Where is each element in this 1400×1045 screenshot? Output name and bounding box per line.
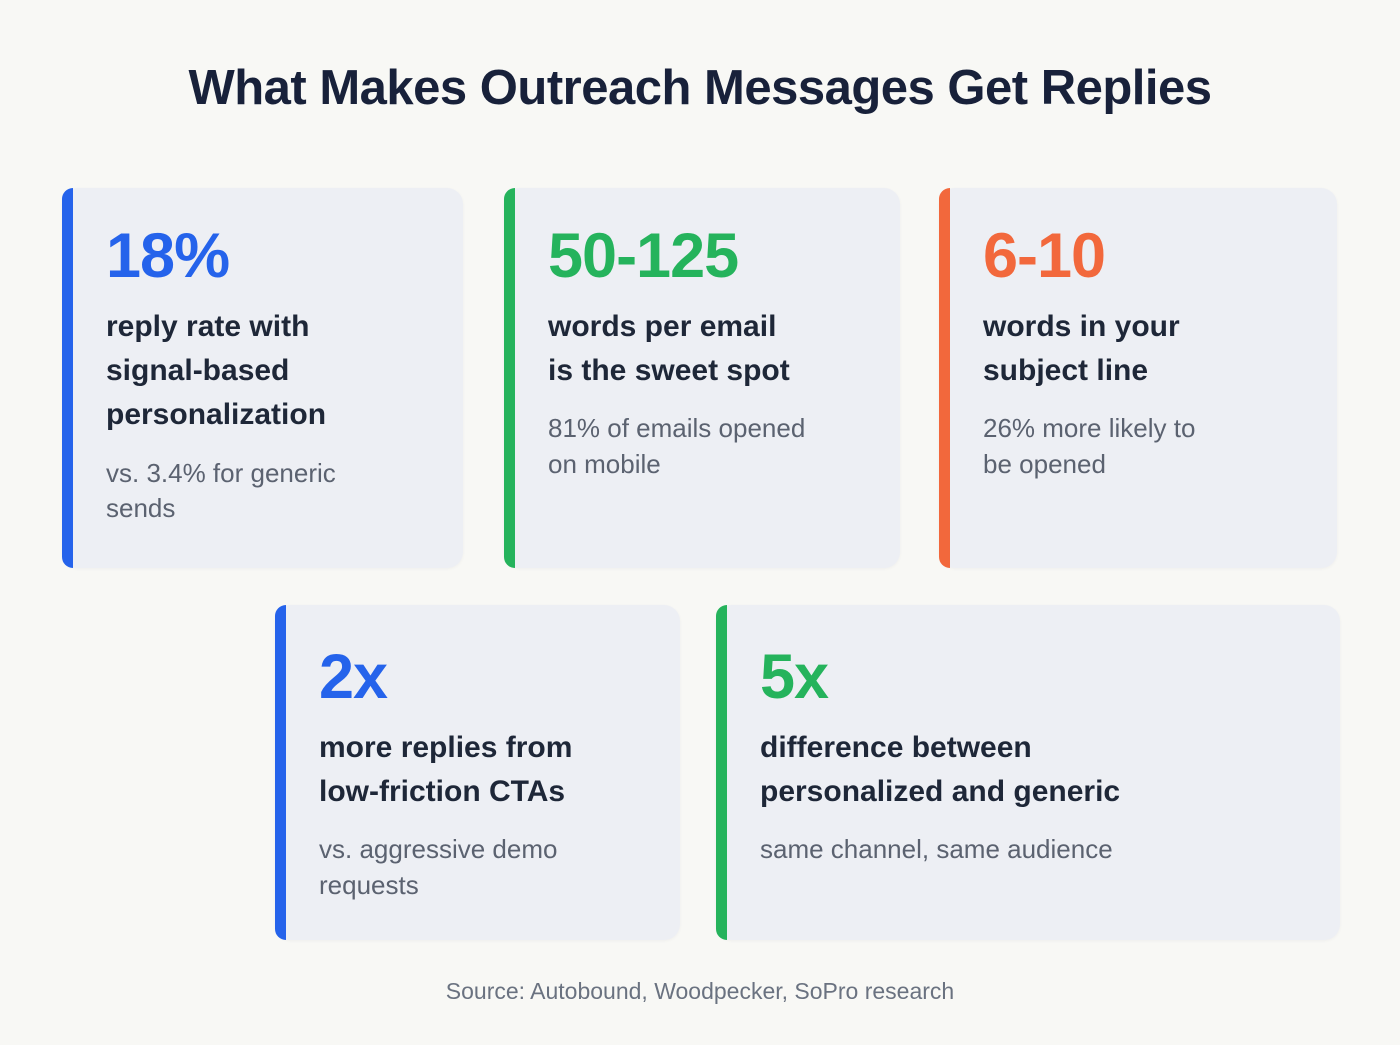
stat-card-reply-rate: 18% reply rate with signal-based persona…: [62, 188, 463, 568]
stat-value: 6-10: [983, 221, 1106, 291]
stat-subtext: vs. aggressive demo requests: [319, 834, 558, 900]
stat-subtext: vs. 3.4% for generic sends: [106, 457, 336, 523]
stat-card-email-length: 50-125 words per email is the sweet spot…: [504, 188, 900, 568]
stat-value: 5x: [760, 642, 829, 712]
stat-value: 50-125: [548, 221, 739, 291]
stat-label: words in your subject line: [983, 310, 1180, 388]
stat-value: 2x: [319, 642, 388, 712]
stat-card-body: 18% reply rate with signal-based persona…: [62, 188, 463, 556]
stat-label: words per email is the sweet spot: [548, 310, 790, 388]
card-accent-bar: [504, 188, 515, 568]
card-accent-bar: [716, 605, 727, 940]
stat-card-personalized-vs-generic: 5x difference between personalized and g…: [716, 605, 1340, 940]
stat-value: 18%: [106, 221, 230, 291]
stat-card-body: 50-125 words per email is the sweet spot…: [504, 188, 900, 512]
stat-card-body: 5x difference between personalized and g…: [716, 605, 1340, 898]
stat-subtext: same channel, same audience: [760, 834, 1113, 865]
stat-card-body: 2x more replies from low-friction CTAs v…: [275, 605, 680, 933]
stat-card-body: 6-10 words in your subject line 26% more…: [939, 188, 1337, 512]
stat-subtext: 26% more likely to be opened: [983, 413, 1196, 479]
stat-label: more replies from low-friction CTAs: [319, 731, 573, 809]
page-title: What Makes Outreach Messages Get Replies: [188, 61, 1213, 115]
card-accent-bar: [939, 188, 950, 568]
stat-label: reply rate with signal-based personaliza…: [106, 310, 327, 432]
source-attribution: Source: Autobound, Woodpecker, SoPro res…: [445, 978, 955, 1004]
stat-card-low-friction-cta: 2x more replies from low-friction CTAs v…: [275, 605, 680, 940]
card-accent-bar: [62, 188, 73, 568]
card-accent-bar: [275, 605, 286, 940]
stat-label: difference between personalized and gene…: [760, 731, 1121, 809]
stat-subtext: 81% of emails opened on mobile: [548, 413, 806, 479]
stat-card-subject-line: 6-10 words in your subject line 26% more…: [939, 188, 1337, 568]
